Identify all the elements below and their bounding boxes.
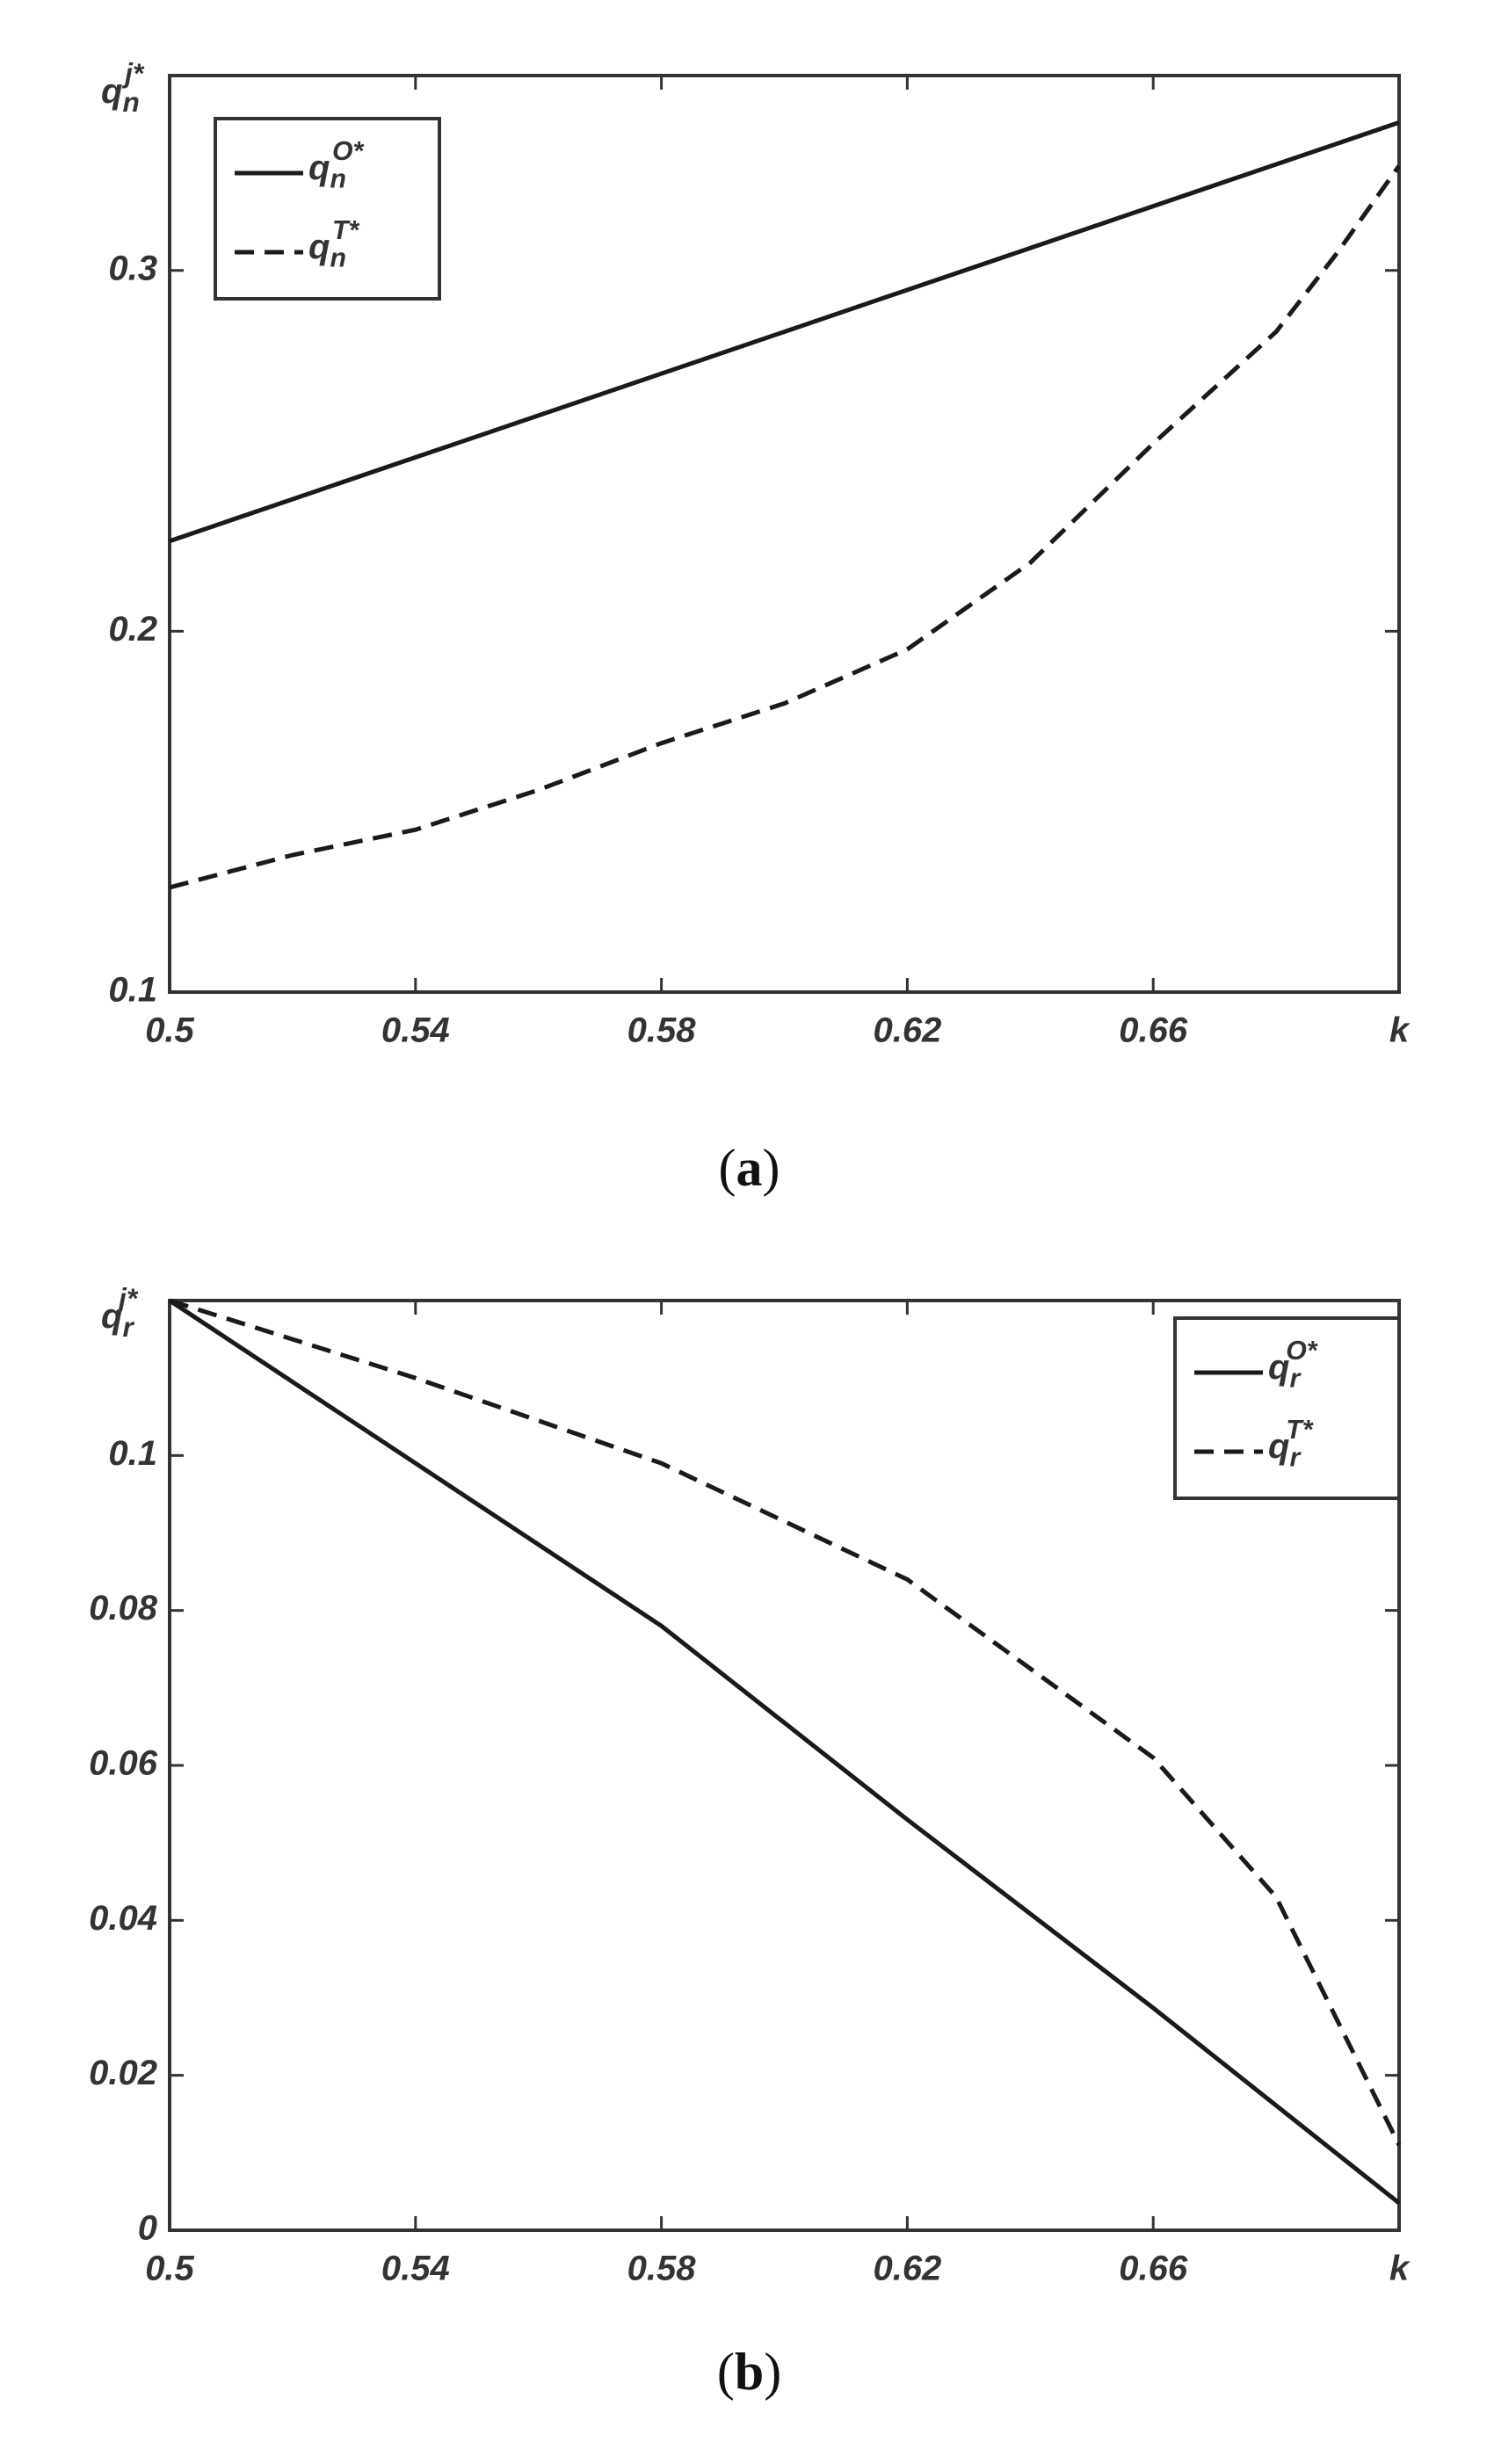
math-label: qnO* (308, 137, 364, 194)
x-tick-label: 0.58 (627, 2250, 697, 2288)
math-sup: O* (332, 137, 365, 166)
math-label: qnT* (308, 216, 359, 273)
math-base: q (1268, 1427, 1289, 1466)
math-label: qrT* (1268, 1416, 1314, 1473)
x-tick-label: 0.5 (145, 1011, 194, 1050)
plot-frame (168, 74, 1401, 994)
x-tick-label: k (1389, 1011, 1411, 1050)
chart: 0.10.20.30.5 0.54 0.58 0.62 0.66 kqnj*qnO*qnT… (101, 58, 1411, 1197)
x-tick-label: k (1389, 2250, 1411, 2288)
x-tick-label: 0.54 (381, 1011, 450, 1050)
legend-box (1173, 1316, 1401, 1500)
y-tick-label: 0 (138, 2209, 157, 2248)
x-tick-label: 0.66 (1119, 2250, 1188, 2288)
math-sup: j* (115, 1283, 139, 1315)
x-tick-label: 0.62 (873, 2250, 941, 2288)
math-sub: n (330, 244, 345, 273)
math-label: qrO* (1268, 1337, 1318, 1394)
math-sub: r (1289, 1365, 1302, 1394)
caption: (b) (717, 2343, 781, 2401)
math-base: q (308, 149, 330, 187)
math-base: q (101, 1297, 122, 1336)
math-sup: O* (1286, 1337, 1318, 1366)
math-label: qrj* (101, 1283, 139, 1344)
chart: 0 0.02 0.04 0.06 0.08 0.1 0.5 0.54 0.58 0.62 0.66 k… (89, 1283, 1411, 2401)
caption-part: a (736, 1139, 763, 1197)
series-line (169, 120, 1400, 544)
math-sub: n (122, 87, 139, 119)
math-sub: r (122, 1312, 134, 1344)
math-base: q (101, 72, 122, 111)
y-tick-label: 0.1 (108, 971, 157, 1010)
y-tick-label: 0.04 (89, 1899, 157, 1938)
math-sup: T* (1286, 1416, 1313, 1445)
x-tick-label: 0.58 (627, 1011, 697, 1050)
caption-part: ) (763, 1139, 780, 1197)
legend-box (214, 117, 441, 301)
caption-part: ( (717, 2343, 735, 2401)
y-tick-label: 0.06 (89, 1744, 158, 1783)
series-line (168, 1298, 1401, 2206)
math-base: q (308, 228, 330, 266)
caption-part: b (735, 2343, 764, 2401)
caption-part: ) (764, 2343, 781, 2401)
x-tick-label: 0.5 (145, 2250, 194, 2288)
y-tick-label: 0.1 (108, 1434, 157, 1473)
x-tick-label: 0.54 (381, 2250, 450, 2288)
y-tick-label: 0.02 (89, 2054, 157, 2092)
x-tick-label: 0.66 (1119, 1011, 1188, 1050)
math-base: q (1268, 1348, 1289, 1387)
y-tick-label: 0.2 (108, 610, 157, 649)
caption: (a) (719, 1139, 780, 1197)
math-sub: r (1289, 1444, 1302, 1473)
x-tick-label: 0.62 (873, 1011, 941, 1050)
math-sub: n (330, 165, 345, 194)
math-sup: T* (332, 216, 359, 245)
y-tick-label: 0.3 (108, 249, 157, 287)
math-label: qnj* (101, 58, 145, 119)
y-tick-label: 0.08 (89, 1589, 158, 1627)
math-sup: j* (121, 58, 145, 90)
caption-part: ( (719, 1139, 736, 1197)
series-line (169, 1298, 1402, 2147)
